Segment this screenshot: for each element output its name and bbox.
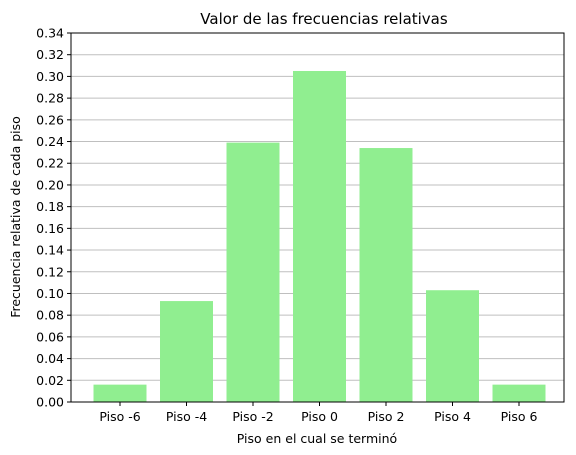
x-tick-label: Piso -4 [166,409,207,424]
y-tick-label: 0.28 [36,91,64,106]
x-ticks: Piso -6 Piso -4 Piso -2 Piso 0 Piso 2 Piso 4 P… [99,402,537,424]
y-tick-label: 0.08 [36,308,64,323]
y-tick-label: 0.26 [36,112,64,127]
bars [93,70,546,403]
y-tick-label: 0.20 [36,177,64,192]
y-tick-label: 0.00 [36,395,64,410]
bar [492,384,546,402]
x-axis-label: Piso en el cual se terminó [237,431,397,446]
x-tick-label: Piso 2 [368,409,405,424]
bar [426,290,479,402]
y-tick-label: 0.14 [36,243,64,258]
y-tick-label: 0.12 [36,264,64,279]
x-tick-label: Piso 6 [501,409,538,424]
y-tick-label: 0.24 [36,134,64,149]
y-tick-label: 0.18 [36,199,64,214]
bar [293,70,346,402]
y-tick-label: 0.06 [36,329,64,344]
y-tick-label: 0.32 [36,47,64,62]
x-tick-label: Piso 0 [301,409,338,424]
bar [160,301,213,402]
bar [359,148,413,402]
y-tick-label: 0.22 [36,156,64,171]
y-tick-label: 0.04 [36,351,64,366]
bar [93,384,147,402]
x-tick-label: Piso 4 [434,409,471,424]
x-tick-label: Piso -2 [232,409,273,424]
y-tick-label: 0.10 [36,286,64,301]
y-tick-label: 0.16 [36,221,64,236]
y-ticks: 0.00 0.02 0.04 0.06 0.08 0.10 0.12 0.14 0.16 0.18… [36,26,71,410]
y-tick-label: 0.34 [36,26,64,41]
bar [226,142,280,403]
plot-frame [70,32,565,403]
y-tick-label: 0.30 [36,69,64,84]
axes [70,32,565,403]
x-tick-label: Piso -6 [99,409,140,424]
chart-title: Valor de las frecuencias relativas [200,10,448,28]
y-tick-label: 0.02 [36,373,64,388]
y-axis-label: Frecuencia relativa de cada piso [8,116,23,318]
